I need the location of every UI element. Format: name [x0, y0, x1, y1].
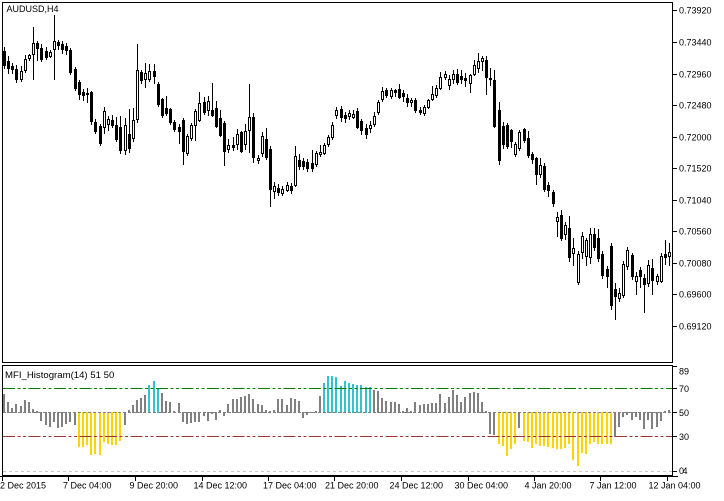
- svg-text:14 Dec 12:00: 14 Dec 12:00: [194, 481, 248, 491]
- svg-text:9 Dec 20:00: 9 Dec 20:00: [130, 481, 179, 491]
- svg-text:0.71040: 0.71040: [679, 196, 712, 206]
- svg-text:24 Dec 12:00: 24 Dec 12:00: [390, 481, 444, 491]
- svg-text:89: 89: [679, 367, 689, 377]
- svg-text:0.69600: 0.69600: [679, 290, 712, 300]
- svg-text:0.73920: 0.73920: [679, 6, 712, 16]
- svg-text:7 Jan 12:00: 7 Jan 12:00: [590, 481, 637, 491]
- svg-text:17 Dec 04:00: 17 Dec 04:00: [263, 481, 317, 491]
- svg-text:0.71520: 0.71520: [679, 164, 712, 174]
- svg-text:21 Dec 20:00: 21 Dec 20:00: [325, 481, 379, 491]
- svg-text:50: 50: [679, 408, 689, 418]
- svg-text:30: 30: [679, 432, 689, 442]
- svg-text:0.69120: 0.69120: [679, 322, 712, 332]
- svg-text:0.70560: 0.70560: [679, 227, 712, 237]
- svg-text:MFI_Histogram(14) 51 50: MFI_Histogram(14) 51 50: [5, 370, 114, 381]
- svg-text:2 Dec 2015: 2 Dec 2015: [0, 481, 46, 491]
- svg-text:7 Dec 04:00: 7 Dec 04:00: [63, 481, 112, 491]
- svg-text:30 Dec 04:00: 30 Dec 04:00: [455, 481, 509, 491]
- svg-text:0.70080: 0.70080: [679, 259, 712, 269]
- svg-text:0.72960: 0.72960: [679, 70, 712, 80]
- svg-text:AUDUSD,H4: AUDUSD,H4: [7, 4, 59, 14]
- svg-text:12 Jan 04:00: 12 Jan 04:00: [649, 481, 701, 491]
- svg-text:70: 70: [679, 384, 689, 394]
- svg-text:04: 04: [679, 466, 688, 476]
- svg-text:0.73440: 0.73440: [679, 38, 712, 48]
- svg-text:4 Jan 20:00: 4 Jan 20:00: [525, 481, 572, 491]
- svg-text:0.72480: 0.72480: [679, 101, 712, 111]
- svg-text:0.72000: 0.72000: [679, 133, 712, 143]
